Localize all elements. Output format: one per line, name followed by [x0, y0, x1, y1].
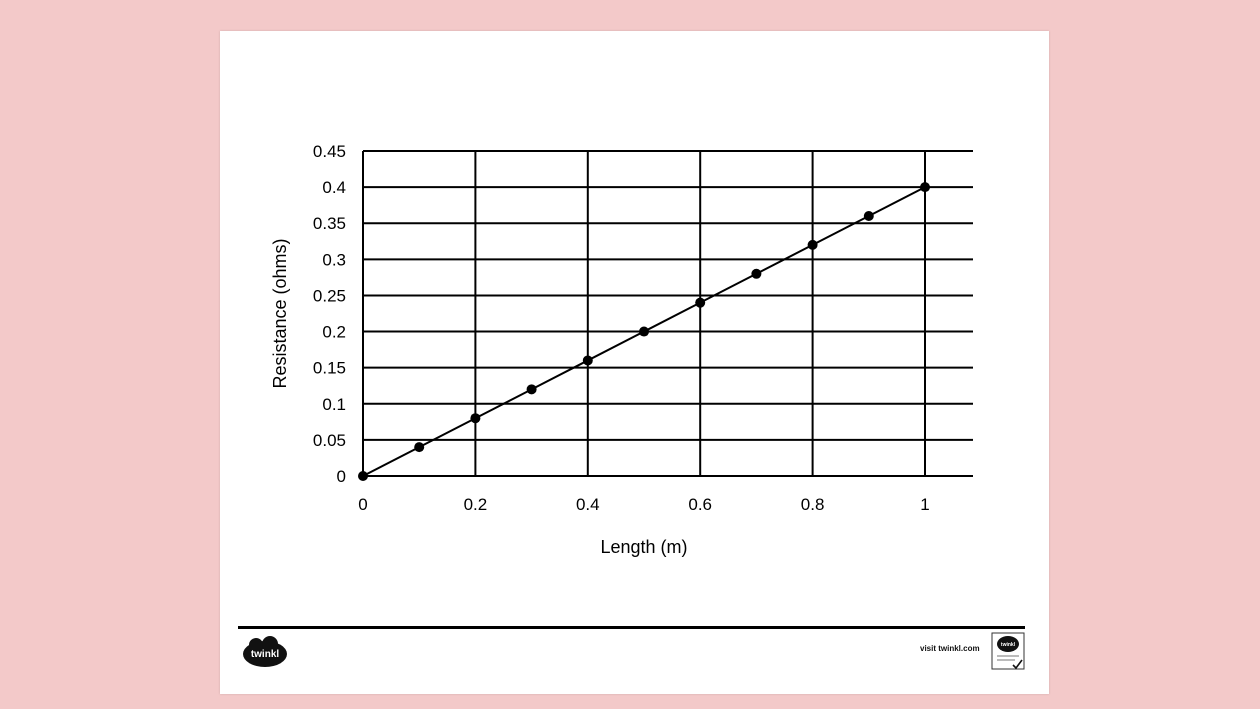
data-point [751, 268, 762, 279]
x-tick-label: 0.4 [576, 495, 600, 514]
y-tick-label: 0.15 [313, 359, 346, 378]
data-point [582, 355, 593, 366]
data-point [470, 413, 481, 424]
y-tick-label: 0.1 [322, 395, 346, 414]
data-point [358, 471, 368, 481]
data-point [695, 297, 706, 308]
y-tick-label: 0.25 [313, 286, 346, 305]
x-tick-label: 0.2 [464, 495, 488, 514]
data-point [807, 239, 818, 250]
y-tick-label: 0.4 [322, 178, 346, 197]
footer-divider [238, 626, 1025, 629]
data-point [414, 442, 425, 453]
logo-text: twinkl [251, 649, 280, 660]
y-axis-title: Resistance (ohms) [270, 238, 290, 388]
line-chart: 0 0.05 0.1 0.15 0.2 0.25 0.3 0.35 0.4 0.45 0 0.2 0.4… [270, 142, 973, 557]
y-tick-label: 0 [337, 467, 346, 486]
x-tick-label: 0 [358, 495, 367, 514]
x-tick-label: 1 [920, 495, 929, 514]
x-axis-title: Length (m) [600, 537, 687, 557]
data-point [920, 182, 930, 193]
y-tick-label: 0.35 [313, 214, 346, 233]
badge-text: twinkl [1001, 642, 1016, 648]
data-point [526, 384, 537, 395]
x-tick-label: 0.6 [688, 495, 712, 514]
x-tick-label: 0.8 [801, 495, 825, 514]
y-tick-label: 0.45 [313, 142, 346, 161]
visit-link[interactable]: visit twinkl.com [920, 644, 980, 653]
twinkl-logo-icon: twinkl [243, 636, 287, 667]
y-tick-label: 0.2 [322, 323, 346, 342]
data-point [863, 211, 874, 221]
y-tick-label: 0.05 [313, 431, 346, 450]
data-point [639, 326, 649, 337]
worksheet-page: 0 0.05 0.1 0.15 0.2 0.25 0.3 0.35 0.4 0.45 0 0.2 0.4… [220, 31, 1049, 694]
y-tick-label: 0.3 [322, 250, 346, 269]
quality-badge-icon: twinkl [991, 632, 1025, 670]
